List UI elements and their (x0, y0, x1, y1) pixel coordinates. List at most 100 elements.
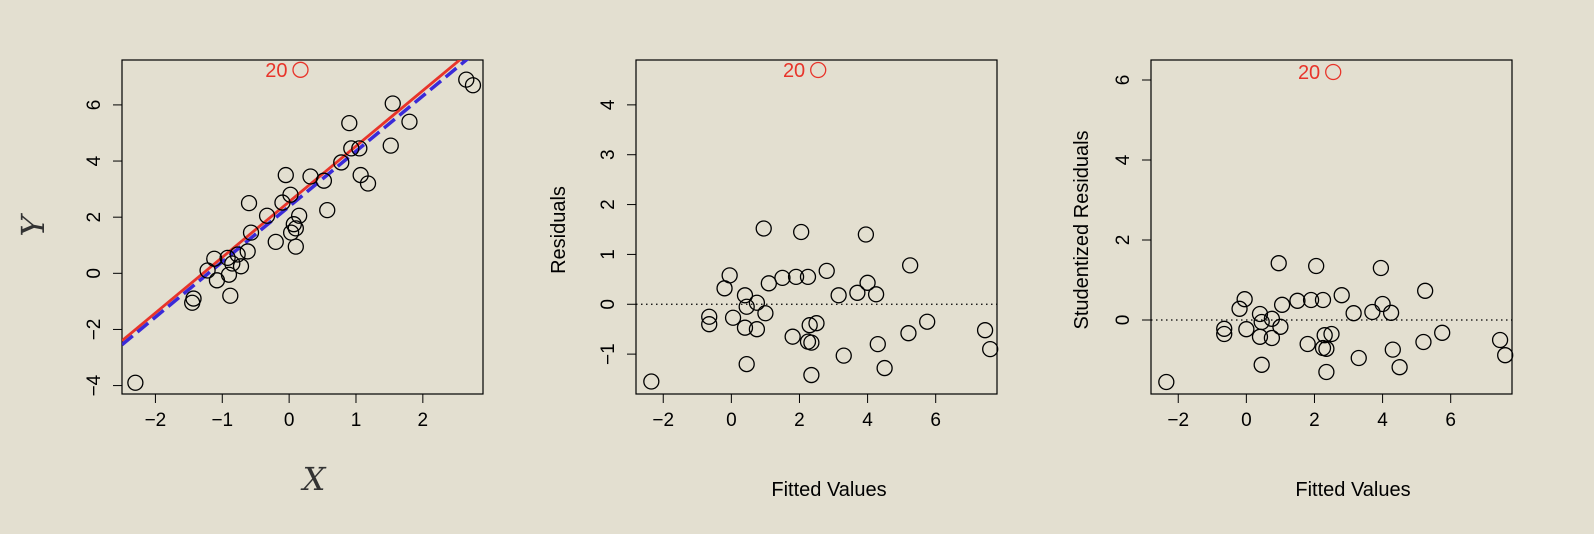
y-tick-label: 4 (598, 99, 619, 110)
data-point (1318, 340, 1335, 357)
data-point (774, 269, 791, 286)
data-point (900, 325, 917, 342)
data-point (859, 274, 876, 291)
data-point (224, 255, 241, 272)
y-tick-label: 2 (1113, 235, 1134, 246)
data-point (1364, 303, 1381, 321)
data-point (206, 250, 223, 267)
x-tick-label: −2 (652, 410, 674, 431)
data-point (803, 334, 820, 351)
data-point (701, 316, 718, 333)
data-point (1350, 349, 1367, 367)
data-point (1158, 373, 1175, 391)
data-point (982, 340, 999, 358)
data-point (222, 287, 239, 304)
x-tick-label: 1 (351, 410, 362, 431)
true-regression-line (122, 60, 470, 347)
x-tick-label: 2 (418, 410, 429, 431)
data-point (784, 328, 801, 345)
x-tick-label: 6 (930, 410, 941, 431)
data-point (242, 224, 260, 241)
data-point (738, 355, 755, 373)
x-tick-label: −2 (1167, 410, 1189, 431)
data-point (919, 313, 936, 330)
x-tick-label: 4 (1377, 410, 1388, 431)
y-tick-label: 0 (84, 268, 105, 279)
outlier-label: 20 (783, 60, 805, 82)
data-point (1323, 325, 1340, 343)
outlier-point (810, 61, 827, 79)
data-point (1273, 296, 1291, 313)
panel-residuals-vs-fitted: Fitted Values Residuals −2 0 2 4 6 −1 0 1 2 3 4 20 (548, 59, 999, 501)
y-tick-label: 2 (598, 199, 619, 210)
data-point (1374, 295, 1391, 313)
x-axis-title: Fitted Values (771, 479, 886, 501)
data-point (282, 186, 299, 203)
outlier-point (292, 61, 309, 78)
least-squares-line (122, 60, 462, 342)
data-point (240, 194, 258, 212)
data-point (1236, 291, 1253, 308)
data-point (902, 257, 919, 274)
data-point (384, 95, 401, 112)
y-axis-title: Studentized Residuals (1071, 130, 1093, 329)
data-point (1382, 304, 1400, 321)
data-point (464, 77, 482, 94)
x-tick-label: −2 (145, 410, 167, 431)
data-point (738, 298, 755, 315)
data-point (643, 373, 660, 390)
data-point (1384, 341, 1401, 358)
data-point (976, 322, 994, 339)
y-tick-label: 6 (1113, 75, 1134, 86)
y-tick-label: 0 (1113, 315, 1134, 326)
data-point (755, 220, 772, 237)
data-point (793, 223, 810, 241)
data-point (876, 359, 893, 377)
y-tick-label: −2 (84, 319, 105, 341)
x-tick-label: 6 (1445, 410, 1456, 431)
data-point (799, 268, 817, 286)
data-point (382, 137, 399, 154)
data-point (1491, 331, 1509, 349)
data-point (1415, 333, 1432, 351)
y-tick-label: 0 (598, 299, 619, 310)
data-point (787, 268, 805, 286)
data-point (401, 113, 418, 130)
data-point (1263, 329, 1281, 347)
data-point (1417, 282, 1434, 299)
data-point (1434, 324, 1451, 341)
data-point (1302, 291, 1320, 309)
data-point (287, 238, 304, 255)
x-axis-title: X (300, 460, 327, 498)
data-point (239, 243, 256, 260)
data-point (1272, 318, 1289, 335)
data-point (277, 166, 294, 184)
data-point (736, 287, 754, 304)
data-point (721, 267, 738, 284)
x-tick-label: 0 (1241, 410, 1252, 431)
data-point (1497, 347, 1514, 364)
data-point (1231, 300, 1248, 317)
y-axis-title: Residuals (548, 186, 570, 274)
data-point (127, 374, 144, 391)
data-point (1216, 325, 1233, 343)
data-point (219, 249, 236, 267)
data-point (333, 154, 350, 171)
data-point (319, 202, 336, 219)
data-point (1345, 305, 1362, 322)
data-point (229, 246, 246, 263)
data-point (757, 305, 774, 322)
x-tick-label: −1 (211, 410, 233, 431)
data-point (857, 226, 875, 243)
outlier-label: 20 (265, 60, 287, 82)
data-point (1333, 287, 1350, 304)
data-point (1318, 363, 1335, 381)
data-point (736, 319, 754, 336)
data-point (359, 175, 377, 192)
data-point (220, 266, 238, 283)
data-point (835, 347, 852, 364)
data-point (760, 275, 777, 292)
y-tick-label: −1 (598, 343, 619, 365)
data-point (748, 321, 766, 338)
data-point (1372, 259, 1390, 277)
